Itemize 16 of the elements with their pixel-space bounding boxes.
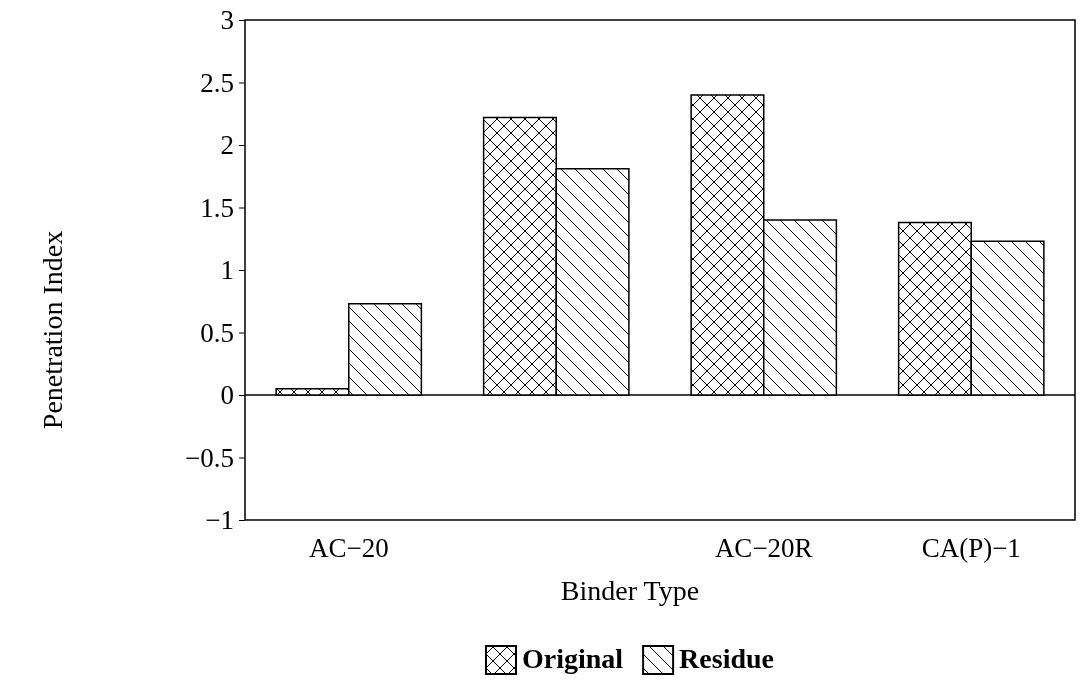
x-tick-label: AC−20 — [308, 533, 389, 564]
legend-label: Original — [521, 643, 624, 674]
y-tick-label: 2 — [220, 130, 234, 161]
y-tick-label: 3 — [220, 5, 234, 36]
y-tick-label: −0.5 — [185, 442, 234, 473]
y-tick-label: 0.5 — [200, 317, 234, 348]
x-tick-label: CA(P)−1 — [921, 533, 1021, 564]
legend-label: Residue — [679, 643, 775, 674]
y-axis-title: Penetration Index — [37, 230, 68, 430]
y-tick-label: −1 — [205, 505, 234, 536]
y-tick-label: 1.5 — [200, 192, 234, 223]
y-tick-label: 2.5 — [200, 67, 234, 98]
x-axis-title: Binder Type — [560, 575, 700, 606]
y-tick-label: 1 — [220, 255, 234, 286]
y-tick-label: 0 — [220, 380, 234, 411]
x-tick-label: AC−20R — [714, 533, 813, 564]
